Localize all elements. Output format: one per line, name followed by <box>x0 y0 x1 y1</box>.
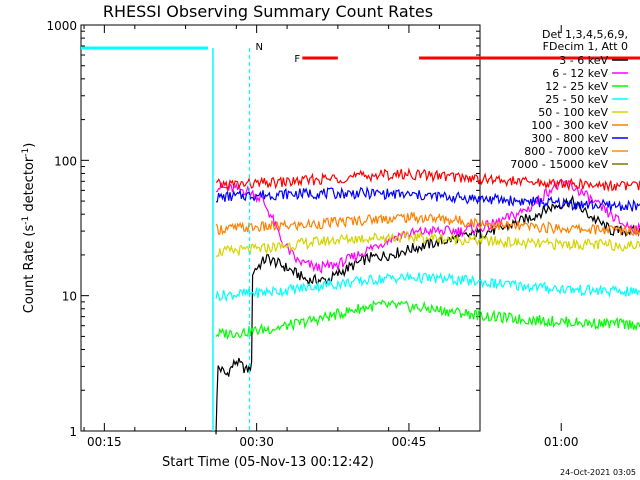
footer-date: 24-Oct-2021 03:05 <box>560 468 636 477</box>
y-tick-label: 1 <box>69 425 77 439</box>
legend-label: 50 - 100 keV <box>538 106 608 119</box>
x-tick-label: 01:00 <box>544 435 579 449</box>
series-line-25-50-kev <box>215 271 640 303</box>
legend-label: 800 - 7000 keV <box>524 145 608 158</box>
x-axis-label: Start Time (05-Nov-13 00:12:42) <box>162 455 374 470</box>
legend-header-line: Det 1,3,4,5,6,9, <box>542 28 628 41</box>
series-line-12-25-kev <box>215 299 640 341</box>
series-line-300-800-kev <box>215 185 640 212</box>
svg-text:Count Rate (s-1 detector-1): Count Rate (s-1 detector-1) <box>21 143 37 314</box>
legend-header-line: FDecim 1, Att 0 <box>543 40 628 53</box>
legend-label: 6 - 12 keV <box>552 67 608 80</box>
legend-label: 12 - 25 keV <box>545 80 608 93</box>
x-tick-label: 00:15 <box>87 435 122 449</box>
series-line-red-high <box>215 167 640 193</box>
y-tick-label: 100 <box>54 154 77 168</box>
legend-label: 25 - 50 keV <box>545 93 608 106</box>
series-line-50-100-kev <box>215 230 640 258</box>
legend: Det 1,3,4,5,6,9,FDecim 1, Att 03 - 6 keV… <box>510 28 628 171</box>
legend-label: 100 - 300 keV <box>531 119 608 132</box>
series-line-3-6-kev <box>215 194 640 435</box>
series-line-100-300-kev <box>215 210 640 237</box>
series-line-6-12-kev <box>215 178 640 274</box>
legend-label: 300 - 800 keV <box>531 132 608 145</box>
x-tick-label: 00:30 <box>239 435 274 449</box>
legend-label: 7000 - 15000 keV <box>510 158 608 171</box>
flare-label: F <box>294 54 300 65</box>
axes: 00:1500:3000:4501:0001:1501:3001:4511010… <box>46 19 579 449</box>
x-tick-label: 00:45 <box>392 435 427 449</box>
y-axis-label: Count Rate (s-1 detector-1) <box>21 143 37 314</box>
chart-title: RHESSI Observing Summary Count Rates <box>103 2 433 21</box>
night-label: N <box>256 42 263 53</box>
annotation-layer: NFS <box>81 42 640 431</box>
y-tick-label: 10 <box>62 290 77 304</box>
series-layer <box>215 167 640 435</box>
legend-label: 3 - 6 keV <box>559 54 608 67</box>
y-tick-label: 1000 <box>46 19 77 33</box>
